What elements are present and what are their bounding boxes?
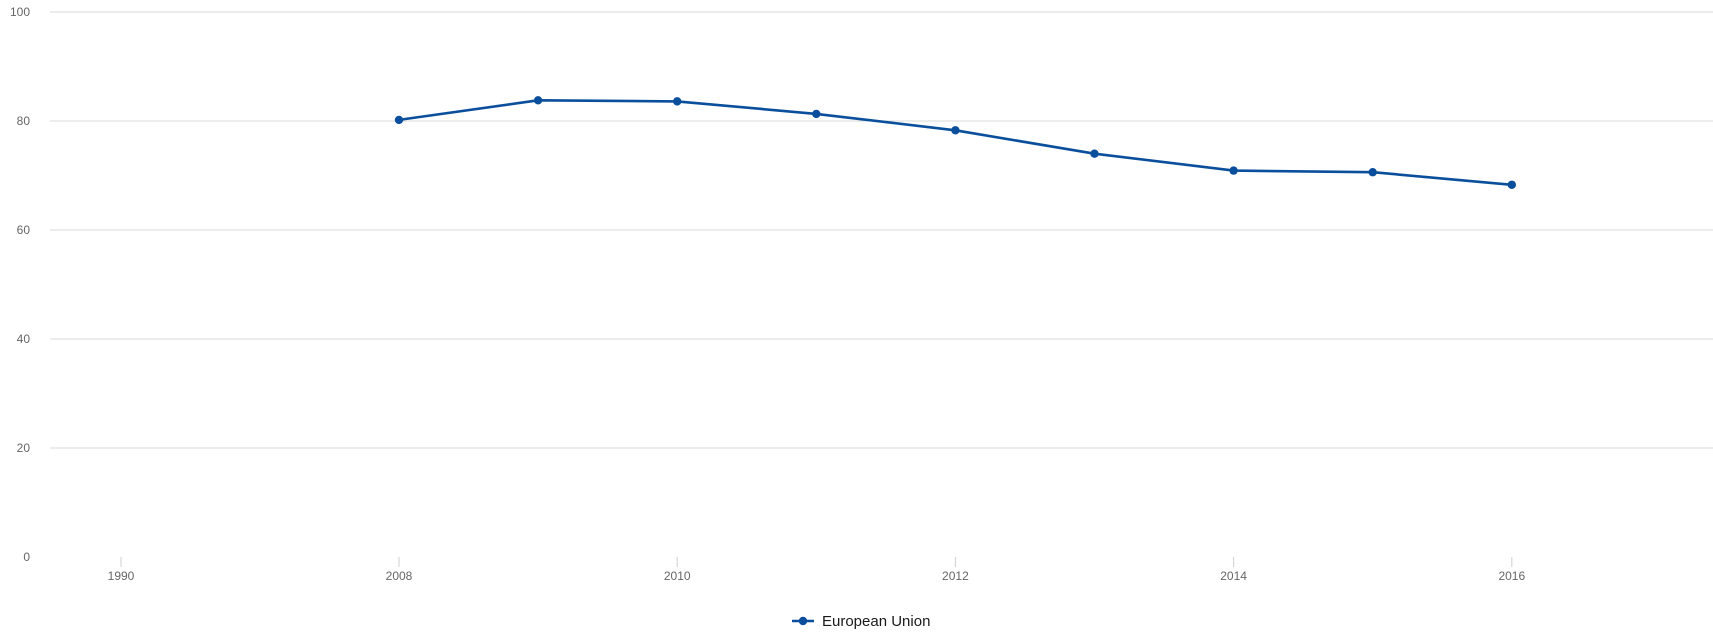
x-tick-label: 2008	[386, 569, 413, 583]
data-point-2016[interactable]	[1507, 180, 1517, 189]
y-tick-label: 0	[23, 550, 30, 564]
data-point-2014[interactable]	[1229, 166, 1238, 175]
x-tick-label: 2010	[664, 569, 691, 583]
legend-label: European Union	[822, 613, 930, 630]
data-point-2009[interactable]	[533, 96, 543, 105]
gridlines	[50, 11, 1713, 449]
series-line	[397, 99, 1514, 187]
y-tick-label: 40	[17, 332, 31, 346]
x-tick-label: 1990	[108, 569, 135, 583]
series-layer	[394, 96, 1517, 189]
legend[interactable]: European Union	[792, 613, 930, 630]
data-point-2008[interactable]	[394, 115, 404, 125]
x-tick-label: 2012	[942, 569, 969, 583]
x-tick-label: 2014	[1220, 569, 1247, 583]
x-tick-label: 2016	[1498, 569, 1525, 583]
data-point-2011[interactable]	[812, 109, 821, 119]
y-tick-label: 20	[17, 441, 31, 455]
data-point-2013[interactable]	[1090, 149, 1099, 158]
y-tick-label: 100	[10, 5, 30, 19]
data-point-2015[interactable]	[1368, 168, 1377, 177]
y-tick-label: 60	[17, 223, 31, 237]
legend-point-marker	[798, 616, 808, 626]
data-point-2010[interactable]	[673, 97, 682, 106]
data-point-2012[interactable]	[951, 126, 960, 135]
y-axis-ticks: 0 20 40 60 80 100	[10, 5, 30, 564]
y-tick-label: 80	[17, 114, 31, 128]
legend-item[interactable]: European Union	[792, 613, 930, 630]
x-axis-ticks: 1990 2008 2010 2012 2014 2016	[108, 557, 1525, 583]
